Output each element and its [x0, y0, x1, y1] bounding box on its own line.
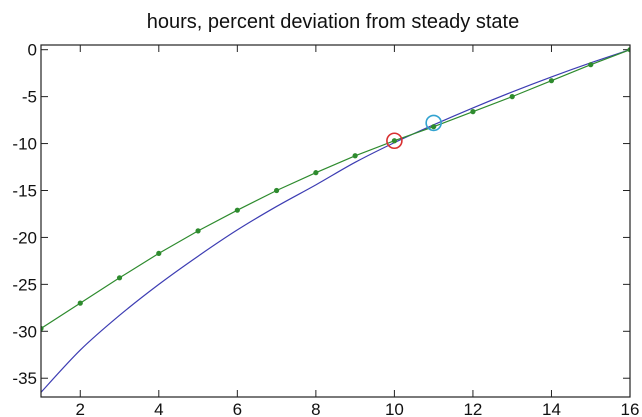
series-2-point: [195, 228, 201, 234]
y-tick-label: -35: [12, 369, 37, 388]
series-group: [41, 47, 630, 393]
series-2-point: [588, 62, 594, 68]
series-2-point: [509, 94, 515, 100]
annotation-circle-2: [425, 114, 442, 132]
series-2-point: [627, 47, 630, 53]
series-2-point: [116, 275, 123, 281]
axes-frame: [40, 44, 631, 398]
x-tick-label: 10: [385, 400, 404, 417]
y-tick-label: -10: [12, 135, 37, 154]
y-tick-label: 0: [28, 41, 37, 60]
chart-title: hours, percent deviation from steady sta…: [147, 11, 519, 33]
y-tick-label: -5: [22, 88, 37, 107]
series-2-point: [156, 250, 162, 256]
y-tick-label: -15: [12, 181, 37, 200]
y-tick-label: -20: [12, 228, 37, 247]
series-2-point: [77, 300, 83, 306]
annotation-circle-1: [386, 132, 403, 150]
y-tick-label: -30: [12, 322, 37, 341]
series-2-point: [41, 325, 44, 332]
series-2-point: [313, 170, 319, 176]
series-2-point: [274, 187, 280, 194]
x-tick-label: 6: [233, 400, 242, 417]
series-2-point: [391, 138, 397, 144]
x-tick-label: 4: [154, 400, 163, 417]
plot-area: 2 4 6 8 10 12 14 16 0 -5 -10 -15 -20 -25 -30 -35: [12, 41, 639, 417]
series-2-point: [234, 207, 240, 213]
x-tick-label: 2: [76, 400, 85, 417]
x-tick-label: 16: [621, 400, 640, 417]
y-tick-label: -25: [12, 275, 37, 294]
x-tick-label: 14: [542, 400, 561, 417]
x-tick-label: 12: [463, 400, 482, 417]
series-2-point: [352, 153, 358, 159]
series-line-1: [41, 49, 630, 393]
series-line-2: [41, 49, 630, 329]
series-2-point: [470, 109, 476, 115]
x-tick-label: 8: [311, 400, 320, 417]
series-2-point: [431, 124, 437, 130]
series-2-point: [548, 78, 555, 84]
